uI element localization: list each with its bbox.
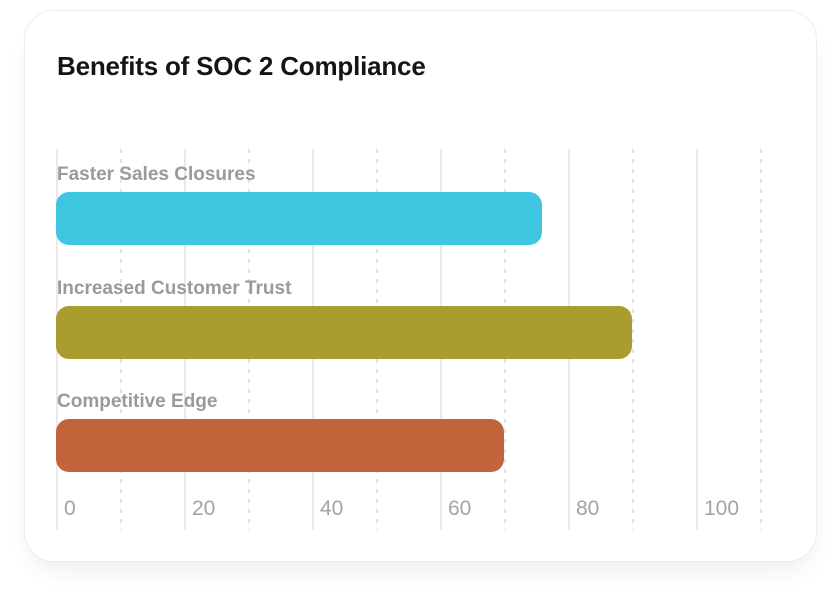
bar-category-label: Competitive Edge: [57, 391, 218, 412]
x-axis-tick-label: 100: [704, 497, 740, 520]
x-axis-tick-label: 0: [64, 497, 76, 520]
chart-card: Benefits of SOC 2 Compliance Faster Sale…: [24, 10, 817, 562]
bar-faster-sales-closures: [56, 192, 543, 245]
gridline-major: [696, 149, 698, 530]
x-axis-tick-label: 40: [320, 497, 344, 520]
bar-chart-plot-area: Faster Sales Closures Increased Customer …: [56, 149, 818, 540]
x-axis-tick-label: 20: [192, 497, 216, 520]
bar-increased-customer-trust: [56, 305, 632, 359]
bar-category-label: Faster Sales Closures: [57, 164, 256, 185]
gridline-minor: [632, 149, 634, 530]
bar-category-label: Increased Customer Trust: [57, 277, 292, 299]
bar-competitive-edge: [56, 419, 504, 472]
x-axis-tick-label: 80: [576, 497, 600, 520]
chart-title: Benefits of SOC 2 Compliance: [57, 51, 426, 81]
x-axis-tick-label: 60: [448, 497, 472, 520]
gridline-minor: [760, 149, 762, 530]
